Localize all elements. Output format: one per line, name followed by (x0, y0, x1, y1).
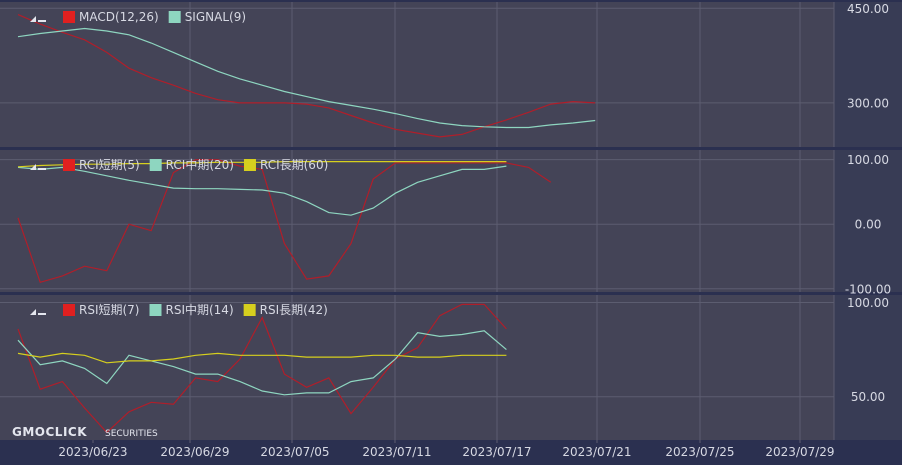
legend-swatch (149, 159, 162, 171)
panels (0, 2, 902, 440)
series-line-1-1 (17, 165, 507, 216)
x-tick-label: 2023/07/25 (665, 445, 734, 459)
axis-bg-0 (834, 2, 902, 147)
y-tick-label: 100.00 (847, 153, 889, 167)
series-line-2-2 (17, 352, 507, 364)
y-tick-label: 300.00 (847, 96, 889, 110)
y-tick-label: -100.00 (845, 282, 891, 296)
panel-bg-1 (0, 150, 834, 292)
legend-label: MACD(12,26) (79, 10, 159, 24)
legend-label: RSI長期(42) (260, 303, 328, 317)
legend-label: RCI長期(60) (260, 158, 328, 172)
series-line-2-1 (17, 330, 507, 396)
y-tick-label: 450.00 (847, 2, 889, 16)
legends: MACD(12,26) SIGNAL(9)RCI短期(5) RCI中期(20) RCI… (30, 10, 328, 317)
legend-swatch (63, 304, 75, 316)
legend-swatch (243, 304, 256, 316)
x-tick-label: 2023/06/23 (58, 445, 127, 459)
series-line-0-1 (17, 27, 596, 129)
chart-settings-icon (30, 309, 46, 315)
panel-bg-0 (0, 2, 834, 147)
legend-swatch (149, 304, 162, 316)
series-line-1-0 (17, 159, 552, 284)
y-tick-label: 50.00 (851, 390, 885, 404)
series-line-0-0 (17, 14, 596, 138)
legend-label: RCI中期(20) (166, 157, 234, 172)
chart-settings-icon (30, 16, 46, 22)
x-tick-label: 2023/07/17 (462, 445, 531, 459)
chart-settings-icon (30, 164, 46, 170)
brand-main: GMOCLICK (12, 425, 87, 439)
series-layer (17, 14, 596, 434)
legend-swatch (63, 11, 75, 23)
axis-bg-1 (834, 150, 902, 292)
x-tick-label: 2023/07/29 (765, 445, 834, 459)
x-axis: 2023/06/23 2023/06/29 2023/07/05 2023/07/11… (0, 440, 902, 465)
legend-macd: MACD(12,26) SIGNAL(9) (30, 10, 246, 24)
brand-sub: SECURITIES (105, 429, 158, 439)
y-tick-label: 100.00 (847, 296, 889, 310)
series-line-1-2 (17, 161, 507, 168)
legend-label: SIGNAL(9) (185, 10, 246, 24)
legend-rci: RCI短期(5) RCI中期(20) RCI長期(60) (30, 157, 328, 172)
x-axis-bar (0, 440, 902, 465)
legend-label: RSI中期(14) (166, 302, 234, 317)
legend-swatch (63, 159, 75, 171)
x-tick-label: 2023/07/21 (562, 445, 631, 459)
x-tick-label: 2023/06/29 (160, 445, 229, 459)
legend-label: RSI短期(7) (79, 303, 140, 317)
x-tick-label: 2023/07/05 (260, 445, 329, 459)
y-tick-label: 0.00 (855, 218, 882, 232)
panel-bg-2 (0, 295, 834, 440)
series-line-2-0 (17, 303, 507, 434)
legend-swatch (168, 11, 181, 23)
legend-rsi: RSI短期(7) RSI中期(14) RSI長期(42) (30, 302, 328, 317)
axis-bg-2 (834, 295, 902, 440)
legend-label: RCI短期(5) (79, 158, 140, 172)
grid (0, 2, 835, 440)
x-tick-label: 2023/07/11 (362, 445, 431, 459)
brand-logo: GMOCLICK SECURITIES (12, 425, 158, 439)
legend-swatch (243, 159, 256, 171)
